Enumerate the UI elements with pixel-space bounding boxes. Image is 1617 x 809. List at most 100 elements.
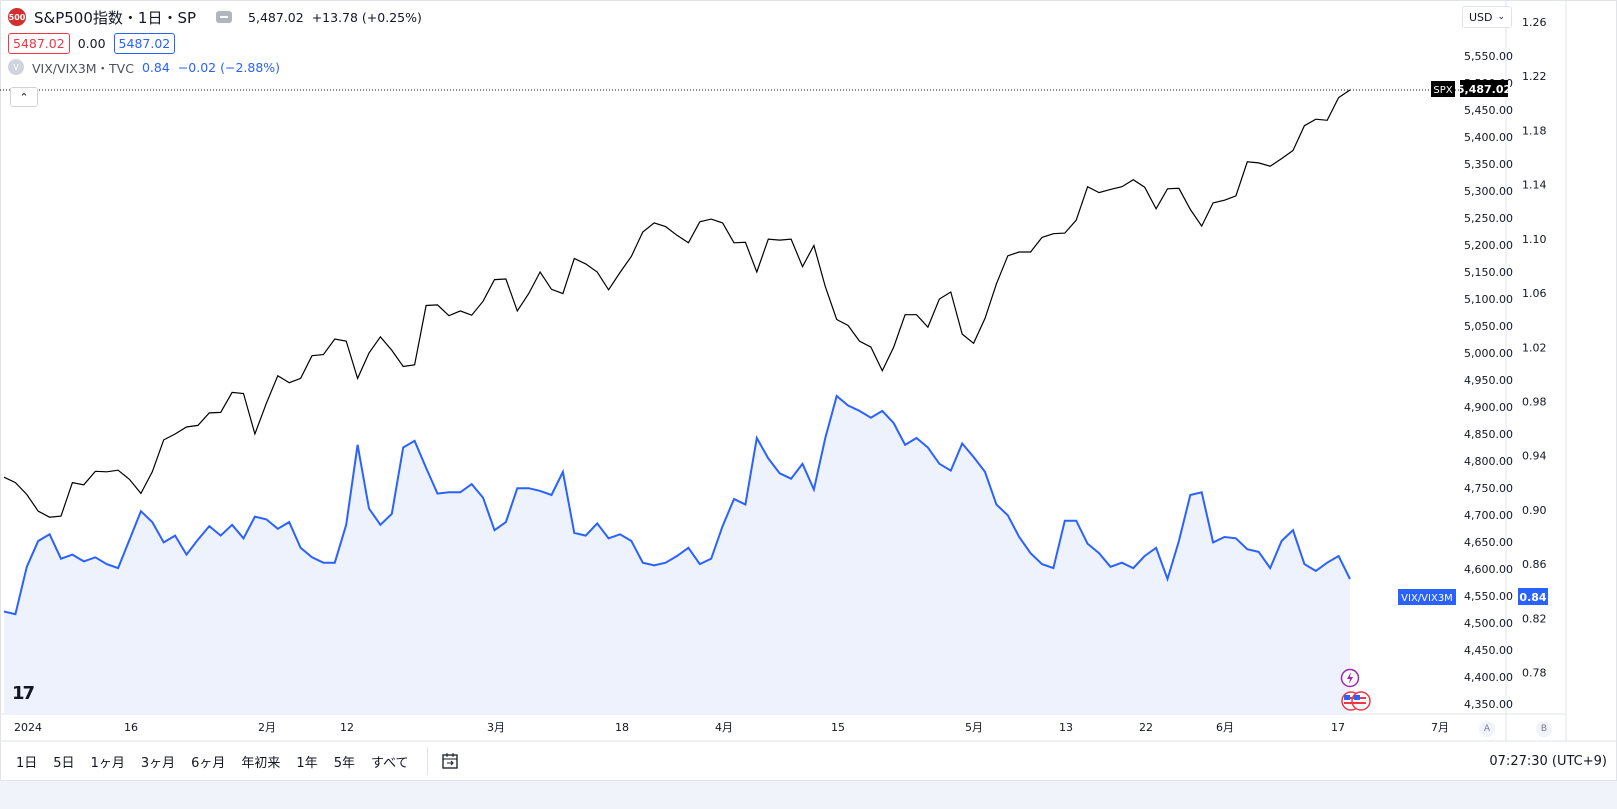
auto-scale-button-a[interactable]: A	[1479, 721, 1495, 737]
price-tick-label: 5,550.00	[1464, 50, 1513, 63]
clock-timezone[interactable]: 07:27:30 (UTC+9)	[1489, 753, 1607, 769]
ratio-tick-label: 1.06	[1522, 287, 1547, 300]
spx-line	[3, 89, 1351, 518]
time-tick-label: 12	[340, 721, 354, 734]
price-tick-label: 5,000.00	[1464, 347, 1513, 360]
time-tick-label: 15	[831, 721, 845, 734]
vix-tag-label: VIX/VIX3M	[1401, 593, 1453, 604]
range-ytd[interactable]: 年初来	[241, 755, 281, 771]
buy-price-button[interactable]: 5487.02	[113, 32, 176, 54]
vix-price-tag: VIX/VIX3M 0.84	[1398, 588, 1548, 605]
sp500-logo-icon[interactable]: 500	[8, 8, 26, 26]
symbol-row: 500 S&P500指数・1日・SP 5,487.02 +13.78 (+0.2…	[8, 6, 422, 28]
us-flag-event-icon[interactable]	[1341, 691, 1371, 711]
price-tick-label: 4,750.00	[1464, 482, 1513, 495]
price-tick-label: 5,450.00	[1464, 104, 1513, 117]
vix-tag-value: 0.84	[1519, 591, 1546, 604]
price-tick-label: 4,450.00	[1464, 644, 1513, 657]
price-tick-label: 5,200.00	[1464, 239, 1513, 252]
spread-value: 0.00	[77, 35, 106, 51]
price-tick-label: 4,950.00	[1464, 374, 1513, 387]
price-tick-label: 5,350.00	[1464, 158, 1513, 171]
ratio-tick-label: 0.90	[1522, 504, 1547, 517]
ratio-tick-label: 0.78	[1522, 667, 1547, 680]
price-tick-label: 4,600.00	[1464, 563, 1513, 576]
overlay-name[interactable]: VIX/VIX3M・TVC	[32, 60, 134, 76]
price-tick-label: 5,100.00	[1464, 293, 1513, 306]
time-tick-label: 3月	[487, 721, 505, 734]
time-tick-label: 18	[615, 721, 629, 734]
sell-price-button[interactable]: 5487.02	[8, 32, 70, 54]
price-tick-label: 5,300.00	[1464, 185, 1513, 198]
chevron-down-icon: ⌄	[1497, 12, 1505, 22]
price-tick-label: 4,500.00	[1464, 617, 1513, 630]
range-all[interactable]: すべて	[370, 755, 409, 771]
overlay-change: −0.02 (−2.88%)	[177, 59, 281, 75]
vix-symbol-icon: V	[8, 59, 24, 75]
price-tick-label: 4,550.00	[1464, 590, 1513, 603]
spx-tag-value: 5,487.02	[1457, 83, 1511, 96]
time-tick-label: 2月	[258, 721, 276, 734]
ratio-tick-label: 0.98	[1522, 395, 1547, 408]
currency-selector[interactable]: USD ⌄	[1462, 6, 1512, 28]
calendar-icon[interactable]	[426, 747, 464, 775]
price-axis[interactable]: 5,550.005,500.005,450.005,400.005,350.00…	[1464, 50, 1513, 711]
auto-scale-button-b[interactable]: B	[1536, 721, 1552, 737]
price-tick-label: 4,700.00	[1464, 509, 1513, 522]
time-tick-label: 7月	[1431, 721, 1449, 734]
ratio-tick-label: 0.86	[1522, 558, 1547, 571]
chevron-up-icon: ⌃	[19, 90, 29, 104]
price-tick-label: 5,400.00	[1464, 131, 1513, 144]
price-tick-label: 4,400.00	[1464, 671, 1513, 684]
price-tick-label: 4,850.00	[1464, 428, 1513, 441]
ratio-tick-label: 0.82	[1522, 612, 1547, 625]
symbol-title[interactable]: S&P500指数・1日・SP	[34, 8, 197, 27]
range-5d[interactable]: 5日	[53, 755, 75, 771]
time-tick-label: 22	[1139, 721, 1153, 734]
range-1d[interactable]: 1日	[16, 755, 38, 771]
time-tick-label: 13	[1059, 721, 1073, 734]
collapse-legend-button[interactable]: ⌃	[10, 87, 38, 107]
hide-symbol-icon[interactable]	[216, 11, 233, 23]
range-1m[interactable]: 1ヶ月	[90, 755, 125, 771]
currency-label: USD	[1469, 10, 1493, 24]
overlay-value: 0.84	[141, 59, 170, 75]
ratio-tick-label: 1.18	[1522, 124, 1547, 137]
legend: 500 S&P500指数・1日・SP 5,487.02 +13.78 (+0.2…	[8, 6, 422, 78]
range-3m[interactable]: 3ヶ月	[140, 755, 176, 771]
price-tick-label: 4,350.00	[1464, 698, 1513, 711]
ratio-tick-label: 1.22	[1522, 70, 1547, 83]
price-tick-label: 4,650.00	[1464, 536, 1513, 549]
spx-tag-label: SPX	[1433, 85, 1452, 96]
range-5y[interactable]: 5年	[333, 755, 355, 771]
last-price: 5,487.02	[248, 9, 304, 25]
footer-strip	[0, 781, 1617, 809]
tradingview-logo[interactable]: 17	[12, 683, 35, 704]
time-tick-label: 4月	[715, 721, 733, 734]
price-tick-label: 5,250.00	[1464, 212, 1513, 225]
range-1y[interactable]: 1年	[296, 755, 318, 771]
price-tick-label: 5,150.00	[1464, 266, 1513, 279]
range-6m[interactable]: 6ヶ月	[191, 755, 226, 771]
price-tick-label: 4,800.00	[1464, 455, 1513, 468]
time-axis[interactable]: 2024 16 2月 12 3月 18 4月 15 5月 13 22 6月 17 7月	[14, 721, 1449, 734]
time-tick-label: 5月	[965, 721, 983, 734]
vix-line	[3, 394, 1351, 616]
bottom-toolbar: 1日 5日 1ヶ月 3ヶ月 6ヶ月 年初来 1年 5年 すべて 07:27:30…	[0, 741, 1617, 781]
bid-ask-row: 5487.02 0.00 5487.02	[8, 32, 422, 54]
ratio-tick-label: 1.10	[1522, 233, 1547, 246]
time-tick-label: 2024	[14, 721, 42, 734]
ratio-tick-label: 1.26	[1522, 16, 1547, 29]
overlay-row: V VIX/VIX3M・TVC 0.84 −0.02 (−2.88%)	[8, 56, 422, 78]
price-tick-label: 5,050.00	[1464, 320, 1513, 333]
ratio-tick-label: 1.02	[1522, 341, 1547, 354]
time-tick-label: 17	[1331, 721, 1345, 734]
price-tick-label: 4,900.00	[1464, 401, 1513, 414]
ratio-axis[interactable]: 1.26 1.22 1.18 1.14 1.10 1.06 1.02 0.98 0.94 0.90…	[1522, 16, 1547, 680]
ratio-tick-label: 1.14	[1522, 179, 1547, 192]
time-tick-label: 16	[124, 721, 138, 734]
event-lightning-icon[interactable]	[1340, 668, 1360, 688]
ratio-tick-label: 0.94	[1522, 450, 1547, 463]
